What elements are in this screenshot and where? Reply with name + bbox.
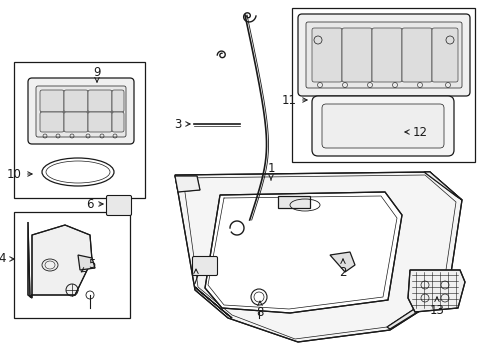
Text: 8: 8: [256, 301, 263, 319]
Text: 5: 5: [81, 258, 95, 272]
FancyBboxPatch shape: [36, 86, 126, 137]
FancyBboxPatch shape: [112, 90, 124, 112]
Text: 10: 10: [7, 167, 32, 180]
FancyBboxPatch shape: [305, 22, 461, 88]
Text: 11: 11: [282, 94, 306, 107]
Text: 6: 6: [86, 198, 103, 211]
Polygon shape: [423, 172, 461, 200]
Text: 3: 3: [174, 117, 190, 130]
Polygon shape: [386, 290, 447, 329]
Polygon shape: [407, 270, 464, 312]
FancyBboxPatch shape: [311, 96, 453, 156]
FancyBboxPatch shape: [371, 28, 401, 82]
FancyBboxPatch shape: [40, 90, 64, 112]
FancyBboxPatch shape: [106, 195, 131, 216]
FancyBboxPatch shape: [112, 112, 124, 132]
FancyBboxPatch shape: [311, 28, 341, 82]
FancyBboxPatch shape: [431, 28, 457, 82]
Polygon shape: [78, 255, 95, 270]
FancyBboxPatch shape: [401, 28, 431, 82]
FancyBboxPatch shape: [341, 28, 371, 82]
Polygon shape: [204, 192, 401, 313]
FancyBboxPatch shape: [64, 112, 88, 132]
Text: 13: 13: [428, 297, 444, 316]
FancyBboxPatch shape: [192, 256, 217, 275]
FancyBboxPatch shape: [321, 104, 443, 148]
Text: 1: 1: [267, 162, 274, 180]
Text: 2: 2: [339, 259, 346, 279]
FancyBboxPatch shape: [40, 112, 64, 132]
FancyBboxPatch shape: [88, 112, 112, 132]
Text: 7: 7: [192, 269, 199, 287]
FancyBboxPatch shape: [64, 90, 88, 112]
Text: 9: 9: [93, 66, 101, 82]
FancyBboxPatch shape: [88, 90, 112, 112]
Polygon shape: [195, 287, 231, 318]
Polygon shape: [28, 222, 92, 298]
Bar: [14, 62, 145, 198]
Text: 4: 4: [0, 252, 14, 266]
FancyBboxPatch shape: [297, 14, 469, 96]
Bar: [291, 8, 474, 162]
Bar: [14, 212, 130, 318]
Polygon shape: [175, 176, 200, 192]
Polygon shape: [175, 172, 461, 342]
Polygon shape: [278, 196, 309, 208]
FancyBboxPatch shape: [28, 78, 134, 144]
Polygon shape: [329, 252, 354, 272]
Text: 12: 12: [404, 126, 427, 139]
